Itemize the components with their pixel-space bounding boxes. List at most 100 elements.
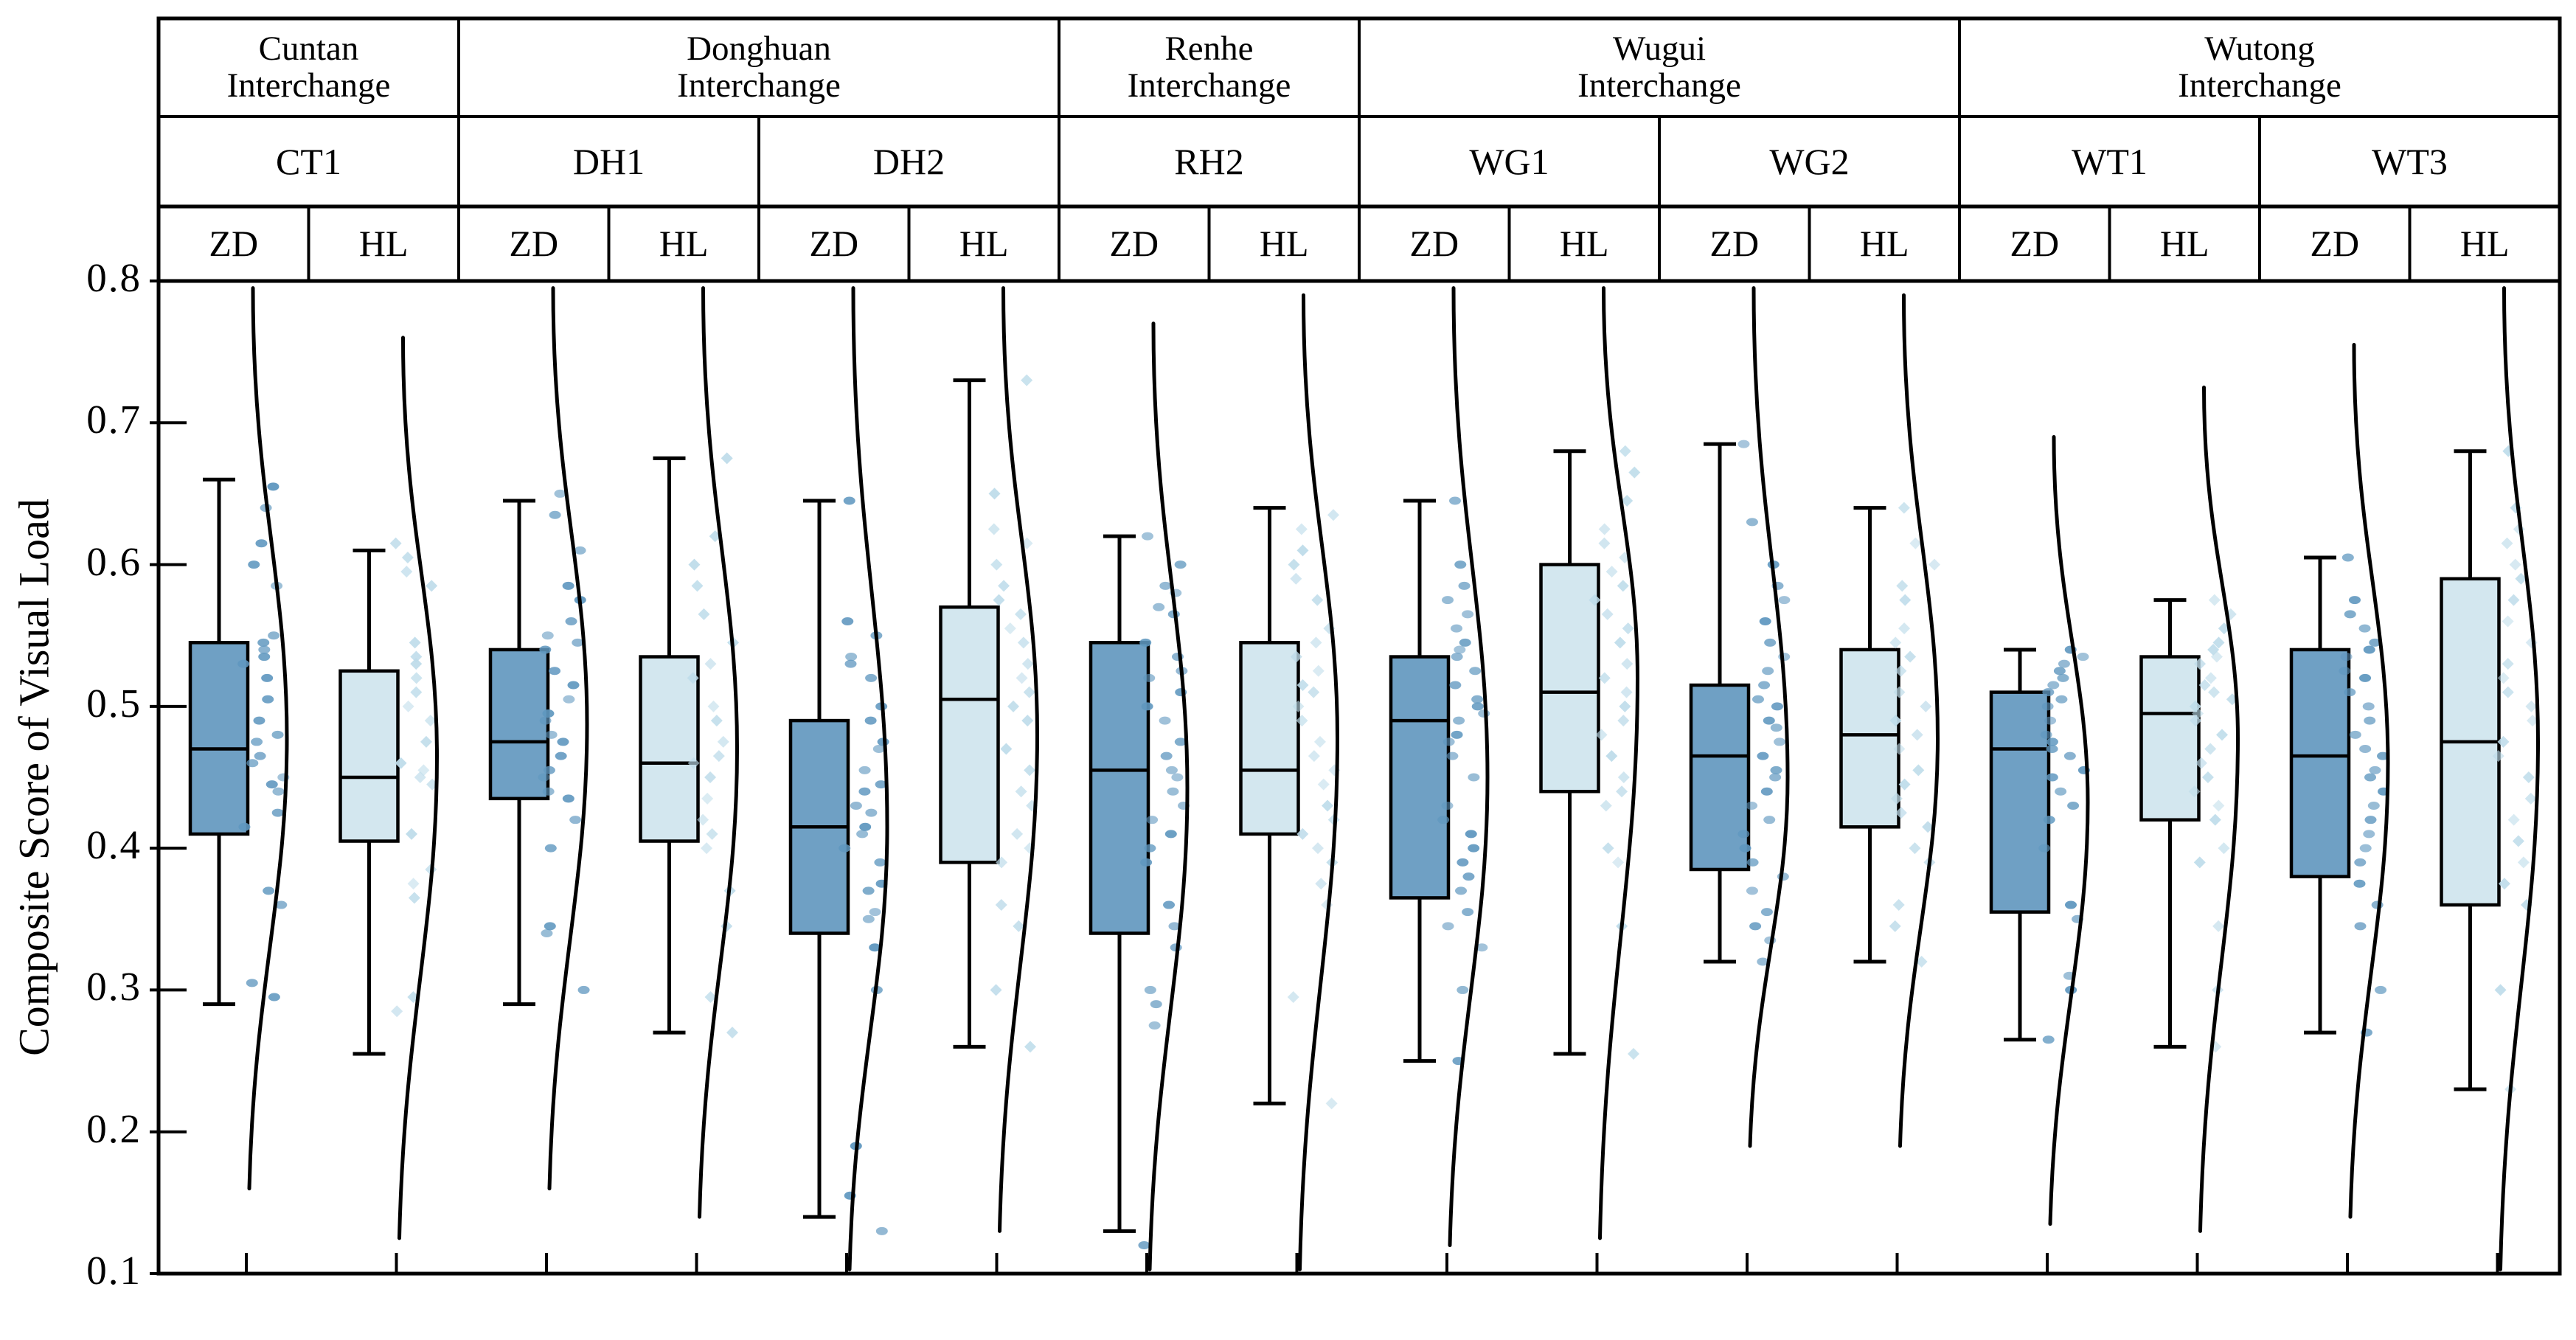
scatter-point <box>569 816 582 825</box>
scatter-point <box>2375 985 2387 994</box>
scatter-point <box>875 780 887 789</box>
scatter-point <box>265 780 278 789</box>
interchange-word: Interchange <box>2178 66 2341 105</box>
scatter-point <box>688 558 701 571</box>
violin-curve <box>397 336 440 1240</box>
scatter-point <box>1308 686 1320 698</box>
scatter-point <box>2188 785 2201 798</box>
y-tick-label-0.2: 0.2 <box>86 1105 142 1151</box>
scatter-point <box>1598 523 1611 535</box>
condition-header-hl-13: HL <box>2159 223 2209 264</box>
scatter-point <box>2344 688 2356 697</box>
interchange-word: Interchange <box>677 66 841 105</box>
scatter-point <box>874 858 886 867</box>
scatter-point <box>1605 566 1618 578</box>
scatter-point <box>1598 672 1611 684</box>
scatter-point <box>2208 686 2221 698</box>
scatter-point <box>1455 886 1468 895</box>
scatter-point <box>1616 785 1628 798</box>
scatter-point <box>2046 745 2058 754</box>
scatter-point <box>251 737 263 746</box>
scatter-point <box>988 487 1001 500</box>
scatter-point <box>1757 957 1769 966</box>
condition-header-zd-0: ZD <box>209 223 259 264</box>
scatter-point <box>1619 700 1631 712</box>
scatter-point <box>1325 1097 1338 1110</box>
interchange-word: Interchange <box>1577 66 1741 105</box>
scatter-point <box>1167 787 1179 796</box>
scatter-point <box>726 1027 739 1039</box>
scatter-point <box>1904 650 1917 663</box>
scatter-point <box>1288 558 1300 571</box>
site-header-wg2: WG2 <box>1769 140 1850 182</box>
scatter-point <box>1153 603 1165 611</box>
y-tick-label-0.7: 0.7 <box>86 397 142 442</box>
scatter-point <box>1451 624 1463 633</box>
scatter-point <box>2507 594 2520 606</box>
scatter-point <box>565 617 577 625</box>
scatter-point <box>701 842 713 855</box>
scatter-point <box>1011 827 1024 840</box>
scatter-point <box>1614 636 1626 649</box>
scatter-point <box>1174 560 1187 569</box>
scatter-point <box>2509 558 2521 571</box>
scatter-point <box>2194 658 2207 670</box>
scatter-point <box>1442 922 1454 931</box>
site-header-wt1: WT1 <box>2072 140 2148 182</box>
scatter-point <box>2507 813 2520 826</box>
scatter-point <box>850 801 862 810</box>
scatter-point <box>1150 1000 1162 1009</box>
scatter-point <box>410 686 423 698</box>
violin-curve <box>1148 322 1190 1271</box>
scatter-point <box>1138 1241 1150 1250</box>
scatter-point <box>257 638 270 647</box>
scatter-point <box>2522 771 2535 783</box>
violin-curve <box>1448 286 1490 1248</box>
scatter-point <box>2216 729 2228 741</box>
scatter-point <box>1159 716 1171 725</box>
scatter-point <box>1899 594 1912 606</box>
scatter-point <box>1327 509 1340 521</box>
scatter-point <box>1912 764 1925 777</box>
scatter-point <box>1620 686 1633 698</box>
scatter-point <box>701 792 714 805</box>
scatter-point <box>2344 610 2356 619</box>
box-WT1-ZD <box>1989 690 2051 914</box>
scatter-point <box>549 510 561 519</box>
scatter-point <box>2201 771 2214 783</box>
interchange-name: Wugui <box>1612 29 1707 68</box>
scatter-point <box>2359 745 2372 754</box>
condition-header-hl-3: HL <box>659 223 709 264</box>
box-DH1-HL <box>639 655 700 843</box>
violin-curve <box>547 286 589 1191</box>
scatter-point <box>841 617 854 625</box>
scatter-point <box>2359 673 2372 682</box>
scatter-point <box>246 759 259 768</box>
scatter-point <box>2498 878 2510 890</box>
y-tick-label-0.8: 0.8 <box>86 255 142 300</box>
scatter-point <box>1898 501 1910 514</box>
scatter-point <box>410 672 423 684</box>
scatter-point <box>704 658 717 670</box>
scatter-point <box>2210 650 2223 663</box>
scatter-point <box>856 830 869 839</box>
scatter-point <box>843 496 855 505</box>
scatter-point <box>1311 842 1324 855</box>
scatter-point <box>1171 773 1184 782</box>
scatter-point <box>2354 858 2367 867</box>
scatter-point <box>839 844 851 853</box>
scatter-point <box>1322 799 1334 812</box>
scatter-point <box>2497 672 2510 684</box>
scatter-point <box>1465 830 1477 839</box>
scatter-point <box>2218 842 2230 855</box>
scatter-point <box>2195 757 2207 769</box>
scatter-point <box>544 844 557 853</box>
scatter-point <box>2193 856 2206 869</box>
scatter-point <box>687 757 700 769</box>
scatter-point <box>1437 816 1450 825</box>
condition-header-zd-2: ZD <box>509 223 559 264</box>
site-header-ct1: CT1 <box>276 140 341 182</box>
plot-frame <box>156 279 2562 1276</box>
scatter-point <box>1595 729 1608 741</box>
